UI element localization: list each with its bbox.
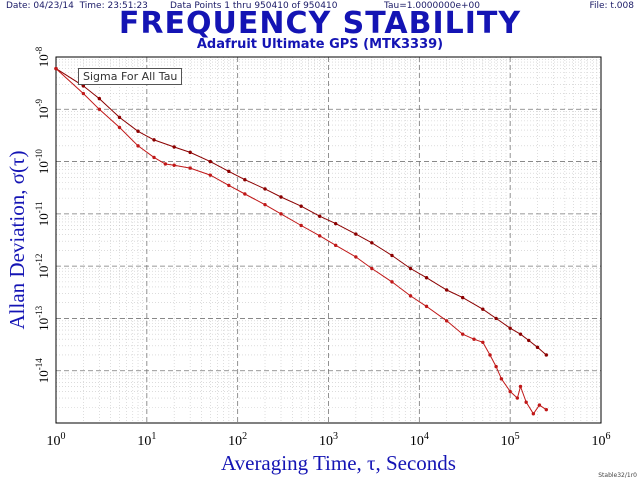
series-2-point bbox=[227, 183, 231, 188]
series-1-point bbox=[299, 204, 303, 208]
x-tick-label: 104 bbox=[410, 431, 429, 449]
series-1-point bbox=[481, 307, 485, 311]
series-2-point bbox=[524, 400, 528, 404]
header-date-text: Date: 04/23/14 bbox=[6, 1, 74, 11]
series-1-point bbox=[81, 84, 86, 88]
y-tick-label: 10-13 bbox=[34, 305, 51, 330]
series-1-point bbox=[279, 195, 283, 199]
series-2-point bbox=[163, 162, 168, 166]
y-tick-label: 10-10 bbox=[34, 149, 51, 174]
footer-id: Stable32/1r0 bbox=[598, 472, 637, 479]
header-tau: Tau=1.0000000e+00 bbox=[384, 1, 480, 11]
series-1-line bbox=[55, 68, 547, 356]
series-1-point bbox=[333, 221, 338, 226]
x-tick-label: 105 bbox=[501, 431, 520, 449]
series-1-point bbox=[460, 295, 465, 300]
series-1-point bbox=[117, 115, 122, 120]
series-1-point bbox=[208, 159, 213, 164]
y-axis-title: Allan Deviation, σ(τ) bbox=[5, 151, 29, 330]
series-2-point bbox=[508, 389, 512, 394]
y-tick-label: 10-11 bbox=[34, 202, 51, 227]
series-2-point bbox=[317, 234, 322, 238]
plot-frame bbox=[55, 56, 602, 424]
header-points: Data Points 1 thru 950410 of 950410 bbox=[170, 1, 338, 11]
y-tick-label: 10-14 bbox=[34, 358, 51, 383]
series-1-point bbox=[188, 150, 192, 155]
x-tick-label: 102 bbox=[228, 431, 247, 449]
x-axis-title: Averaging Time, τ, Seconds bbox=[221, 451, 456, 475]
x-tick-label: 106 bbox=[592, 431, 611, 449]
series-1-point bbox=[152, 138, 156, 142]
series-2-point bbox=[136, 144, 140, 148]
series-2-point bbox=[518, 384, 523, 389]
series-1-point bbox=[518, 332, 523, 336]
x-tick-label: 101 bbox=[137, 431, 156, 449]
series-1-point bbox=[354, 232, 358, 236]
series-2-point bbox=[370, 266, 374, 271]
series-1-point bbox=[408, 266, 413, 271]
series-2-point bbox=[488, 353, 492, 357]
series-2-point bbox=[243, 192, 247, 196]
series-1-point bbox=[172, 145, 176, 149]
series-2-point bbox=[263, 202, 267, 207]
series-2-point bbox=[172, 163, 176, 167]
y-tick-label: 10-9 bbox=[34, 99, 51, 120]
series-1-point bbox=[494, 316, 498, 321]
series-2-point bbox=[531, 412, 536, 416]
series-2-point bbox=[515, 396, 520, 400]
header-file: File: t.008 bbox=[589, 1, 634, 11]
series-2-point bbox=[354, 255, 358, 259]
series-2-point bbox=[424, 304, 429, 309]
series-2-point bbox=[81, 91, 86, 96]
series-2-point bbox=[499, 377, 504, 381]
series-2-point bbox=[97, 107, 102, 111]
series-1-point bbox=[508, 326, 512, 330]
series-1-point bbox=[370, 241, 374, 245]
header-date: Date: 04/23/14 Time: 23:51:23 bbox=[6, 1, 148, 11]
series-2-point bbox=[390, 280, 394, 284]
series-1-point bbox=[527, 338, 531, 343]
series-1-point bbox=[243, 178, 247, 182]
series-2-point bbox=[279, 212, 283, 216]
series-2-point bbox=[494, 364, 498, 369]
x-tick-label: 103 bbox=[319, 431, 338, 449]
series-1-point bbox=[535, 345, 540, 350]
series-2-point bbox=[481, 340, 485, 344]
series-1-point bbox=[544, 353, 549, 357]
series-2-point bbox=[472, 337, 476, 341]
series-2-point bbox=[208, 173, 213, 177]
legend-label: Sigma For All Tau bbox=[78, 68, 183, 85]
series-2-point bbox=[117, 125, 122, 130]
chart-subtitle: Adafruit Ultimate GPS (MTK3339) bbox=[196, 37, 444, 52]
series-2-point bbox=[299, 223, 303, 228]
header-time-text: Time: 23:51:23 bbox=[79, 1, 148, 11]
series-2-point bbox=[333, 243, 338, 248]
series-1-point bbox=[317, 214, 322, 218]
series-2-point bbox=[444, 319, 449, 323]
y-tick-label: 10-8 bbox=[34, 46, 51, 67]
series-2-point bbox=[54, 66, 58, 71]
series-1-point bbox=[444, 288, 449, 292]
series-2-point bbox=[188, 166, 192, 170]
series-1-point bbox=[390, 253, 394, 258]
series-2-point bbox=[460, 332, 465, 336]
series-2-point bbox=[408, 294, 413, 298]
series-1-point bbox=[97, 96, 102, 101]
series-1-point bbox=[424, 276, 429, 280]
series-2-point bbox=[152, 155, 156, 160]
y-tick-label: 10-12 bbox=[34, 254, 51, 279]
series-1-point bbox=[227, 169, 231, 174]
series-1-point bbox=[136, 129, 140, 133]
series-2-point bbox=[544, 407, 549, 412]
series-1-point bbox=[263, 187, 267, 191]
chart-title: FREQUENCY STABILITY bbox=[118, 6, 522, 41]
series-2-point bbox=[537, 403, 542, 407]
x-tick-label: 100 bbox=[47, 431, 66, 449]
